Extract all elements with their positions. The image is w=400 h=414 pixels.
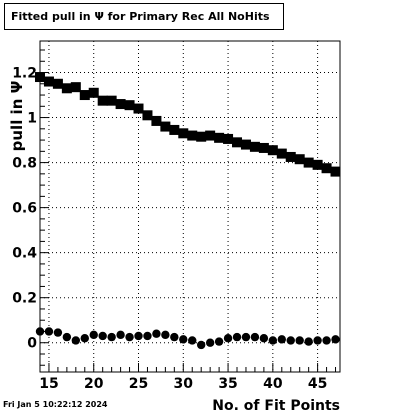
square-marker bbox=[106, 95, 117, 106]
y-tick-label: 1.2 bbox=[12, 66, 37, 82]
square-marker bbox=[303, 157, 314, 168]
circle-marker bbox=[116, 330, 125, 340]
circle-marker bbox=[304, 337, 313, 346]
circle-marker bbox=[80, 334, 89, 343]
square-marker bbox=[258, 142, 269, 153]
circle-marker bbox=[89, 330, 98, 340]
x-tick-label: 15 bbox=[39, 376, 58, 392]
circle-marker bbox=[259, 334, 269, 343]
tick-labels: 15 20 25 30 35 40 45 0 0.2 0.4 0.6 0.8 1 1.2 bbox=[12, 66, 327, 392]
circle-marker bbox=[53, 328, 63, 337]
circle-marker bbox=[179, 335, 188, 344]
x-tick-label: 25 bbox=[129, 376, 148, 392]
square-marker bbox=[151, 115, 162, 126]
y-axis-label: pull in Ψ bbox=[8, 81, 26, 152]
square-marker bbox=[214, 132, 225, 143]
square-marker bbox=[88, 87, 99, 98]
circle-marker bbox=[214, 337, 224, 346]
circle-marker bbox=[223, 334, 233, 343]
y-tick-label: 0.6 bbox=[12, 201, 37, 217]
plot-frame bbox=[39, 40, 341, 373]
square-marker bbox=[249, 141, 260, 152]
square-marker bbox=[312, 159, 323, 170]
data-markers bbox=[35, 72, 341, 350]
x-tick-label: 20 bbox=[84, 376, 104, 392]
circle-marker bbox=[277, 335, 286, 344]
circle-marker bbox=[232, 332, 242, 342]
square-marker bbox=[124, 100, 135, 111]
circle-marker bbox=[62, 332, 72, 342]
square-marker bbox=[285, 151, 296, 162]
square-marker bbox=[142, 110, 153, 121]
circle-marker bbox=[35, 327, 45, 336]
circle-marker bbox=[71, 336, 81, 345]
circle-marker bbox=[205, 338, 215, 347]
square-marker bbox=[52, 78, 63, 89]
square-marker bbox=[330, 166, 341, 177]
circle-marker bbox=[44, 327, 54, 336]
circle-marker bbox=[196, 340, 206, 350]
circle-marker bbox=[152, 329, 161, 338]
square-marker bbox=[115, 99, 126, 110]
x-tick-label: 35 bbox=[218, 376, 237, 392]
square-marker bbox=[70, 82, 81, 93]
square-marker bbox=[205, 130, 216, 141]
datestamp: Fri Jan 5 10:22:12 2024 bbox=[3, 400, 108, 409]
y-tick-label: 0 bbox=[27, 336, 37, 352]
square-marker bbox=[240, 139, 251, 150]
square-marker bbox=[321, 163, 332, 174]
axis-ticks bbox=[39, 49, 337, 372]
circle-marker bbox=[313, 336, 322, 345]
circle-marker bbox=[295, 336, 304, 345]
square-marker bbox=[61, 83, 72, 94]
y-tick-label: 0.8 bbox=[12, 156, 37, 172]
square-marker bbox=[196, 131, 207, 142]
square-marker bbox=[79, 90, 90, 101]
square-marker bbox=[97, 95, 108, 106]
circle-marker bbox=[98, 331, 107, 341]
circle-marker bbox=[250, 332, 260, 342]
circle-marker bbox=[161, 330, 170, 340]
square-marker bbox=[187, 130, 198, 141]
circle-marker bbox=[143, 331, 152, 341]
square-marker bbox=[223, 133, 234, 144]
circle-marker bbox=[170, 332, 179, 342]
chart-title: Fitted pull in Ψ for Primary Rec All NoH… bbox=[4, 3, 284, 30]
y-tick-label: 0.4 bbox=[12, 246, 37, 262]
square-marker bbox=[276, 148, 287, 159]
square-marker bbox=[160, 121, 171, 132]
square-marker bbox=[35, 72, 45, 83]
circle-marker bbox=[188, 336, 197, 345]
circle-marker bbox=[286, 336, 295, 345]
y-tick-label: 1 bbox=[27, 111, 37, 127]
circle-marker bbox=[241, 332, 251, 342]
circle-marker bbox=[322, 336, 331, 345]
square-marker bbox=[267, 145, 278, 156]
square-marker bbox=[232, 137, 243, 148]
x-tick-label: 45 bbox=[308, 376, 327, 392]
y-tick-label: 0.2 bbox=[12, 291, 37, 307]
square-marker bbox=[169, 124, 180, 135]
x-tick-label: 30 bbox=[174, 376, 194, 392]
square-marker bbox=[133, 103, 144, 114]
circle-marker bbox=[125, 332, 134, 342]
square-marker bbox=[294, 154, 305, 165]
square-marker bbox=[178, 128, 189, 139]
circle-marker bbox=[331, 335, 340, 344]
x-tick-label: 40 bbox=[263, 376, 283, 392]
square-marker bbox=[43, 76, 54, 87]
circle-marker bbox=[107, 332, 116, 342]
circle-marker bbox=[268, 336, 278, 345]
x-axis-label: No. of Fit Points bbox=[212, 398, 340, 414]
circle-marker bbox=[134, 331, 143, 341]
